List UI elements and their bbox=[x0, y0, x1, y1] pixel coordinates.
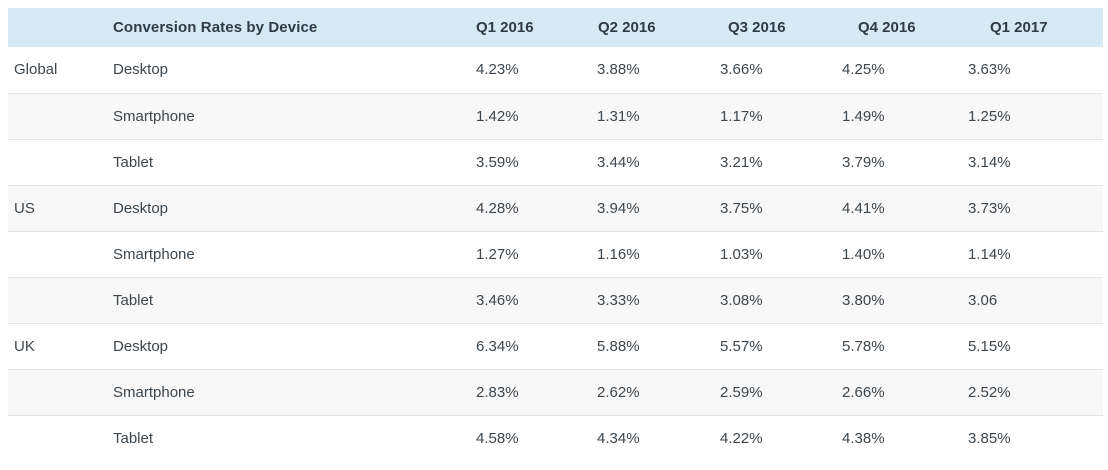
value-cell: 3.14% bbox=[968, 138, 1103, 185]
value-cell: 4.28% bbox=[476, 184, 597, 231]
value-cell: 4.38% bbox=[842, 414, 968, 461]
device-cell: Smartphone bbox=[113, 230, 476, 277]
region-cell: Global bbox=[14, 61, 58, 79]
value-cell: 5.57% bbox=[720, 322, 842, 369]
column-header-q1-2017: Q1 2017 bbox=[968, 8, 1103, 47]
region-cell: US bbox=[8, 184, 113, 231]
value-cell: 1.16% bbox=[597, 230, 720, 277]
value-cell: 1.31% bbox=[597, 92, 720, 139]
table-row: UK Desktop 6.34% 5.88% 5.57% 5.78% 5.15% bbox=[8, 322, 1103, 369]
table-row: Global Desktop 4.23% 3.88% 3.66% 4.25% 3… bbox=[8, 47, 1103, 93]
device-cell: Desktop bbox=[113, 184, 476, 231]
value-cell: 5.15% bbox=[968, 322, 1103, 369]
table-row: Tablet 3.46% 3.33% 3.08% 3.80% 3.06 bbox=[8, 276, 1103, 323]
value-cell: 4.23% bbox=[476, 61, 519, 79]
device-cell: Desktop bbox=[113, 61, 169, 79]
value-cell: 3.88% bbox=[597, 61, 640, 79]
value-cell: 3.66% bbox=[720, 61, 763, 79]
region-cell bbox=[8, 368, 113, 415]
table-row: Smartphone 1.27% 1.16% 1.03% 1.40% 1.14% bbox=[8, 230, 1103, 277]
value-cell: 3.06 bbox=[968, 276, 1103, 323]
value-cell: 2.83% bbox=[476, 368, 597, 415]
table-row: Tablet 3.59% 3.44% 3.21% 3.79% 3.14% bbox=[8, 138, 1103, 185]
device-cell: Smartphone bbox=[113, 92, 476, 139]
value-cell: 3.46% bbox=[476, 276, 597, 323]
value-cell: 4.41% bbox=[842, 184, 968, 231]
value-cell: 3.44% bbox=[597, 138, 720, 185]
value-cell: 1.49% bbox=[842, 92, 968, 139]
header-region-spacer bbox=[8, 8, 113, 47]
device-cell: Tablet bbox=[113, 414, 476, 461]
region-cell bbox=[8, 276, 113, 323]
value-cell: 4.58% bbox=[476, 414, 597, 461]
value-cell: 3.75% bbox=[720, 184, 842, 231]
value-cell: 2.59% bbox=[720, 368, 842, 415]
column-header-q1-2016: Q1 2016 bbox=[476, 8, 597, 47]
value-cell: 3.94% bbox=[597, 184, 720, 231]
value-cell: 2.66% bbox=[842, 368, 968, 415]
column-header-q2-2016: Q2 2016 bbox=[597, 8, 720, 47]
value-cell: 1.14% bbox=[968, 230, 1103, 277]
value-cell: 3.73% bbox=[968, 184, 1103, 231]
value-cell: 3.79% bbox=[842, 138, 968, 185]
region-cell bbox=[8, 230, 113, 277]
conversion-rates-panel: Conversion Rates by Device Q1 2016 Q2 20… bbox=[8, 8, 1103, 461]
table-title: Conversion Rates by Device bbox=[113, 8, 476, 47]
region-cell bbox=[8, 92, 113, 139]
value-cell: 2.62% bbox=[597, 368, 720, 415]
value-cell: 3.33% bbox=[597, 276, 720, 323]
region-cell bbox=[8, 138, 113, 185]
value-cell: 1.17% bbox=[720, 92, 842, 139]
table-row: Smartphone 1.42% 1.31% 1.17% 1.49% 1.25% bbox=[8, 92, 1103, 139]
header-row: Conversion Rates by Device Q1 2016 Q2 20… bbox=[8, 8, 1103, 47]
value-cell: 5.78% bbox=[842, 322, 968, 369]
value-cell: 4.25% bbox=[842, 61, 885, 79]
table-row: Tablet 4.58% 4.34% 4.22% 4.38% 3.85% bbox=[8, 414, 1103, 461]
device-cell: Tablet bbox=[113, 276, 476, 323]
device-cell: Smartphone bbox=[113, 368, 476, 415]
value-cell: 3.21% bbox=[720, 138, 842, 185]
region-cell bbox=[8, 414, 113, 461]
value-cell: 1.40% bbox=[842, 230, 968, 277]
value-cell: 3.85% bbox=[968, 414, 1103, 461]
value-cell: 3.08% bbox=[720, 276, 842, 323]
value-cell: 1.25% bbox=[968, 92, 1103, 139]
value-cell: 4.34% bbox=[597, 414, 720, 461]
value-cell: 5.88% bbox=[597, 322, 720, 369]
column-header-q4-2016: Q4 2016 bbox=[842, 8, 968, 47]
region-cell: UK bbox=[8, 322, 113, 369]
conversion-rates-table: Conversion Rates by Device Q1 2016 Q2 20… bbox=[8, 8, 1103, 461]
device-cell: Desktop bbox=[113, 322, 476, 369]
device-cell: Tablet bbox=[113, 138, 476, 185]
value-cell: 3.63% bbox=[968, 61, 1011, 79]
column-header-q3-2016: Q3 2016 bbox=[720, 8, 842, 47]
value-cell: 3.59% bbox=[476, 138, 597, 185]
value-cell: 1.03% bbox=[720, 230, 842, 277]
value-cell: 4.22% bbox=[720, 414, 842, 461]
value-cell: 3.80% bbox=[842, 276, 968, 323]
value-cell: 6.34% bbox=[476, 322, 597, 369]
value-cell: 1.42% bbox=[476, 92, 597, 139]
value-cell: 2.52% bbox=[968, 368, 1103, 415]
value-cell: 1.27% bbox=[476, 230, 597, 277]
table-row: Smartphone 2.83% 2.62% 2.59% 2.66% 2.52% bbox=[8, 368, 1103, 415]
table-row: US Desktop 4.28% 3.94% 3.75% 4.41% 3.73% bbox=[8, 184, 1103, 231]
